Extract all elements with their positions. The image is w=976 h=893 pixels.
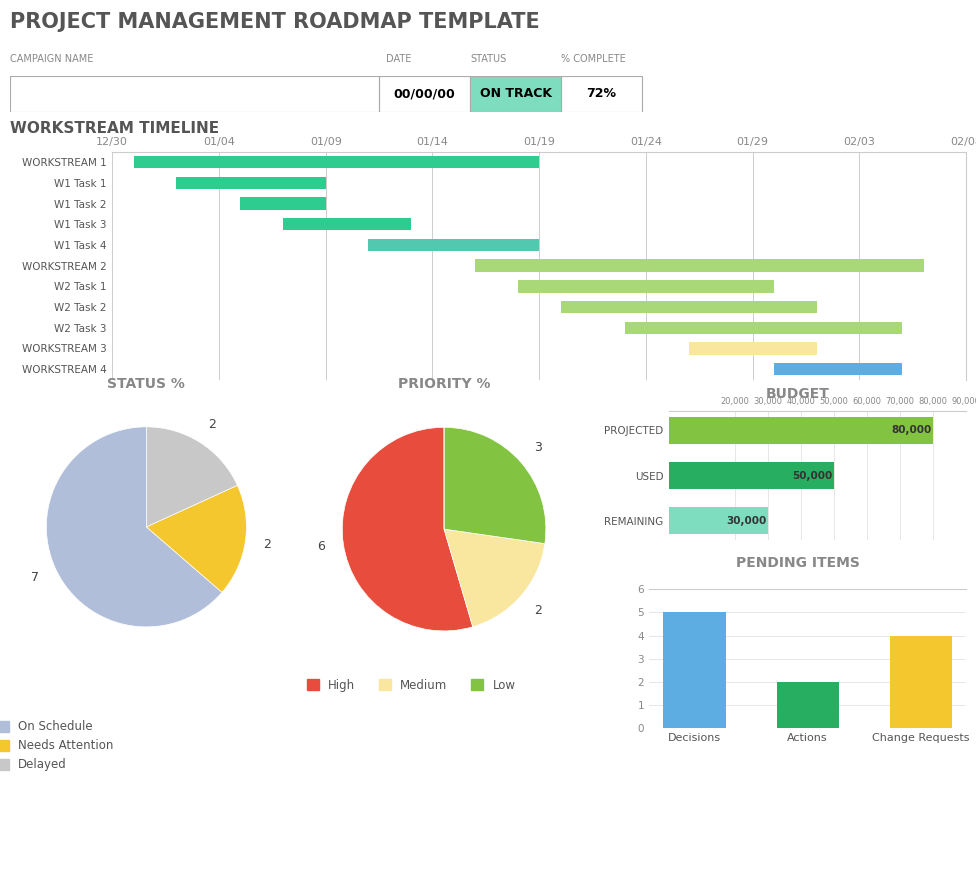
- Wedge shape: [146, 427, 237, 527]
- Wedge shape: [146, 485, 246, 592]
- Bar: [240, 197, 326, 210]
- Bar: [625, 321, 902, 334]
- Text: DATE: DATE: [386, 54, 411, 64]
- Bar: [689, 342, 817, 355]
- Bar: [283, 218, 411, 230]
- Wedge shape: [47, 427, 222, 627]
- Text: BUDGET: BUDGET: [766, 387, 830, 401]
- Title: PRIORITY %: PRIORITY %: [398, 377, 490, 391]
- Bar: [475, 260, 923, 271]
- Bar: [669, 462, 834, 489]
- Bar: [379, 76, 470, 112]
- Bar: [10, 76, 379, 112]
- Bar: [369, 238, 539, 251]
- Bar: [560, 301, 817, 313]
- Bar: [777, 681, 838, 728]
- Text: 2: 2: [209, 418, 217, 430]
- Text: 30,000: 30,000: [726, 516, 766, 526]
- Bar: [774, 363, 902, 375]
- Bar: [890, 636, 952, 728]
- Title: STATUS %: STATUS %: [107, 377, 185, 391]
- Wedge shape: [444, 427, 546, 544]
- Text: CAMPAIGN NAME: CAMPAIGN NAME: [10, 54, 93, 64]
- Bar: [669, 417, 933, 444]
- Text: 00/00/00: 00/00/00: [393, 88, 455, 100]
- Wedge shape: [444, 529, 545, 627]
- Text: 2: 2: [264, 538, 271, 551]
- Bar: [561, 76, 642, 112]
- Text: 7: 7: [31, 571, 39, 584]
- Text: 80,000: 80,000: [891, 425, 931, 435]
- Legend: High, Medium, Low, : High, Medium, Low,: [303, 674, 565, 697]
- Bar: [134, 156, 539, 169]
- Bar: [518, 280, 774, 293]
- Text: ON TRACK: ON TRACK: [480, 88, 551, 100]
- Text: WORKSTREAM TIMELINE: WORKSTREAM TIMELINE: [10, 121, 219, 136]
- Bar: [177, 177, 326, 189]
- Text: % COMPLETE: % COMPLETE: [561, 54, 627, 64]
- Text: PENDING ITEMS: PENDING ITEMS: [736, 556, 860, 571]
- Text: 50,000: 50,000: [793, 471, 833, 480]
- Legend: On Schedule, Needs Attention, Delayed: On Schedule, Needs Attention, Delayed: [0, 716, 118, 776]
- Text: 3: 3: [534, 441, 542, 455]
- Bar: [470, 76, 561, 112]
- Wedge shape: [343, 427, 472, 630]
- Bar: [664, 613, 725, 728]
- Text: STATUS: STATUS: [470, 54, 507, 64]
- Text: 72%: 72%: [587, 88, 617, 100]
- Text: 6: 6: [317, 540, 325, 554]
- Bar: [669, 507, 768, 534]
- Text: PROJECT MANAGEMENT ROADMAP TEMPLATE: PROJECT MANAGEMENT ROADMAP TEMPLATE: [10, 13, 540, 32]
- Text: 2: 2: [534, 604, 542, 617]
